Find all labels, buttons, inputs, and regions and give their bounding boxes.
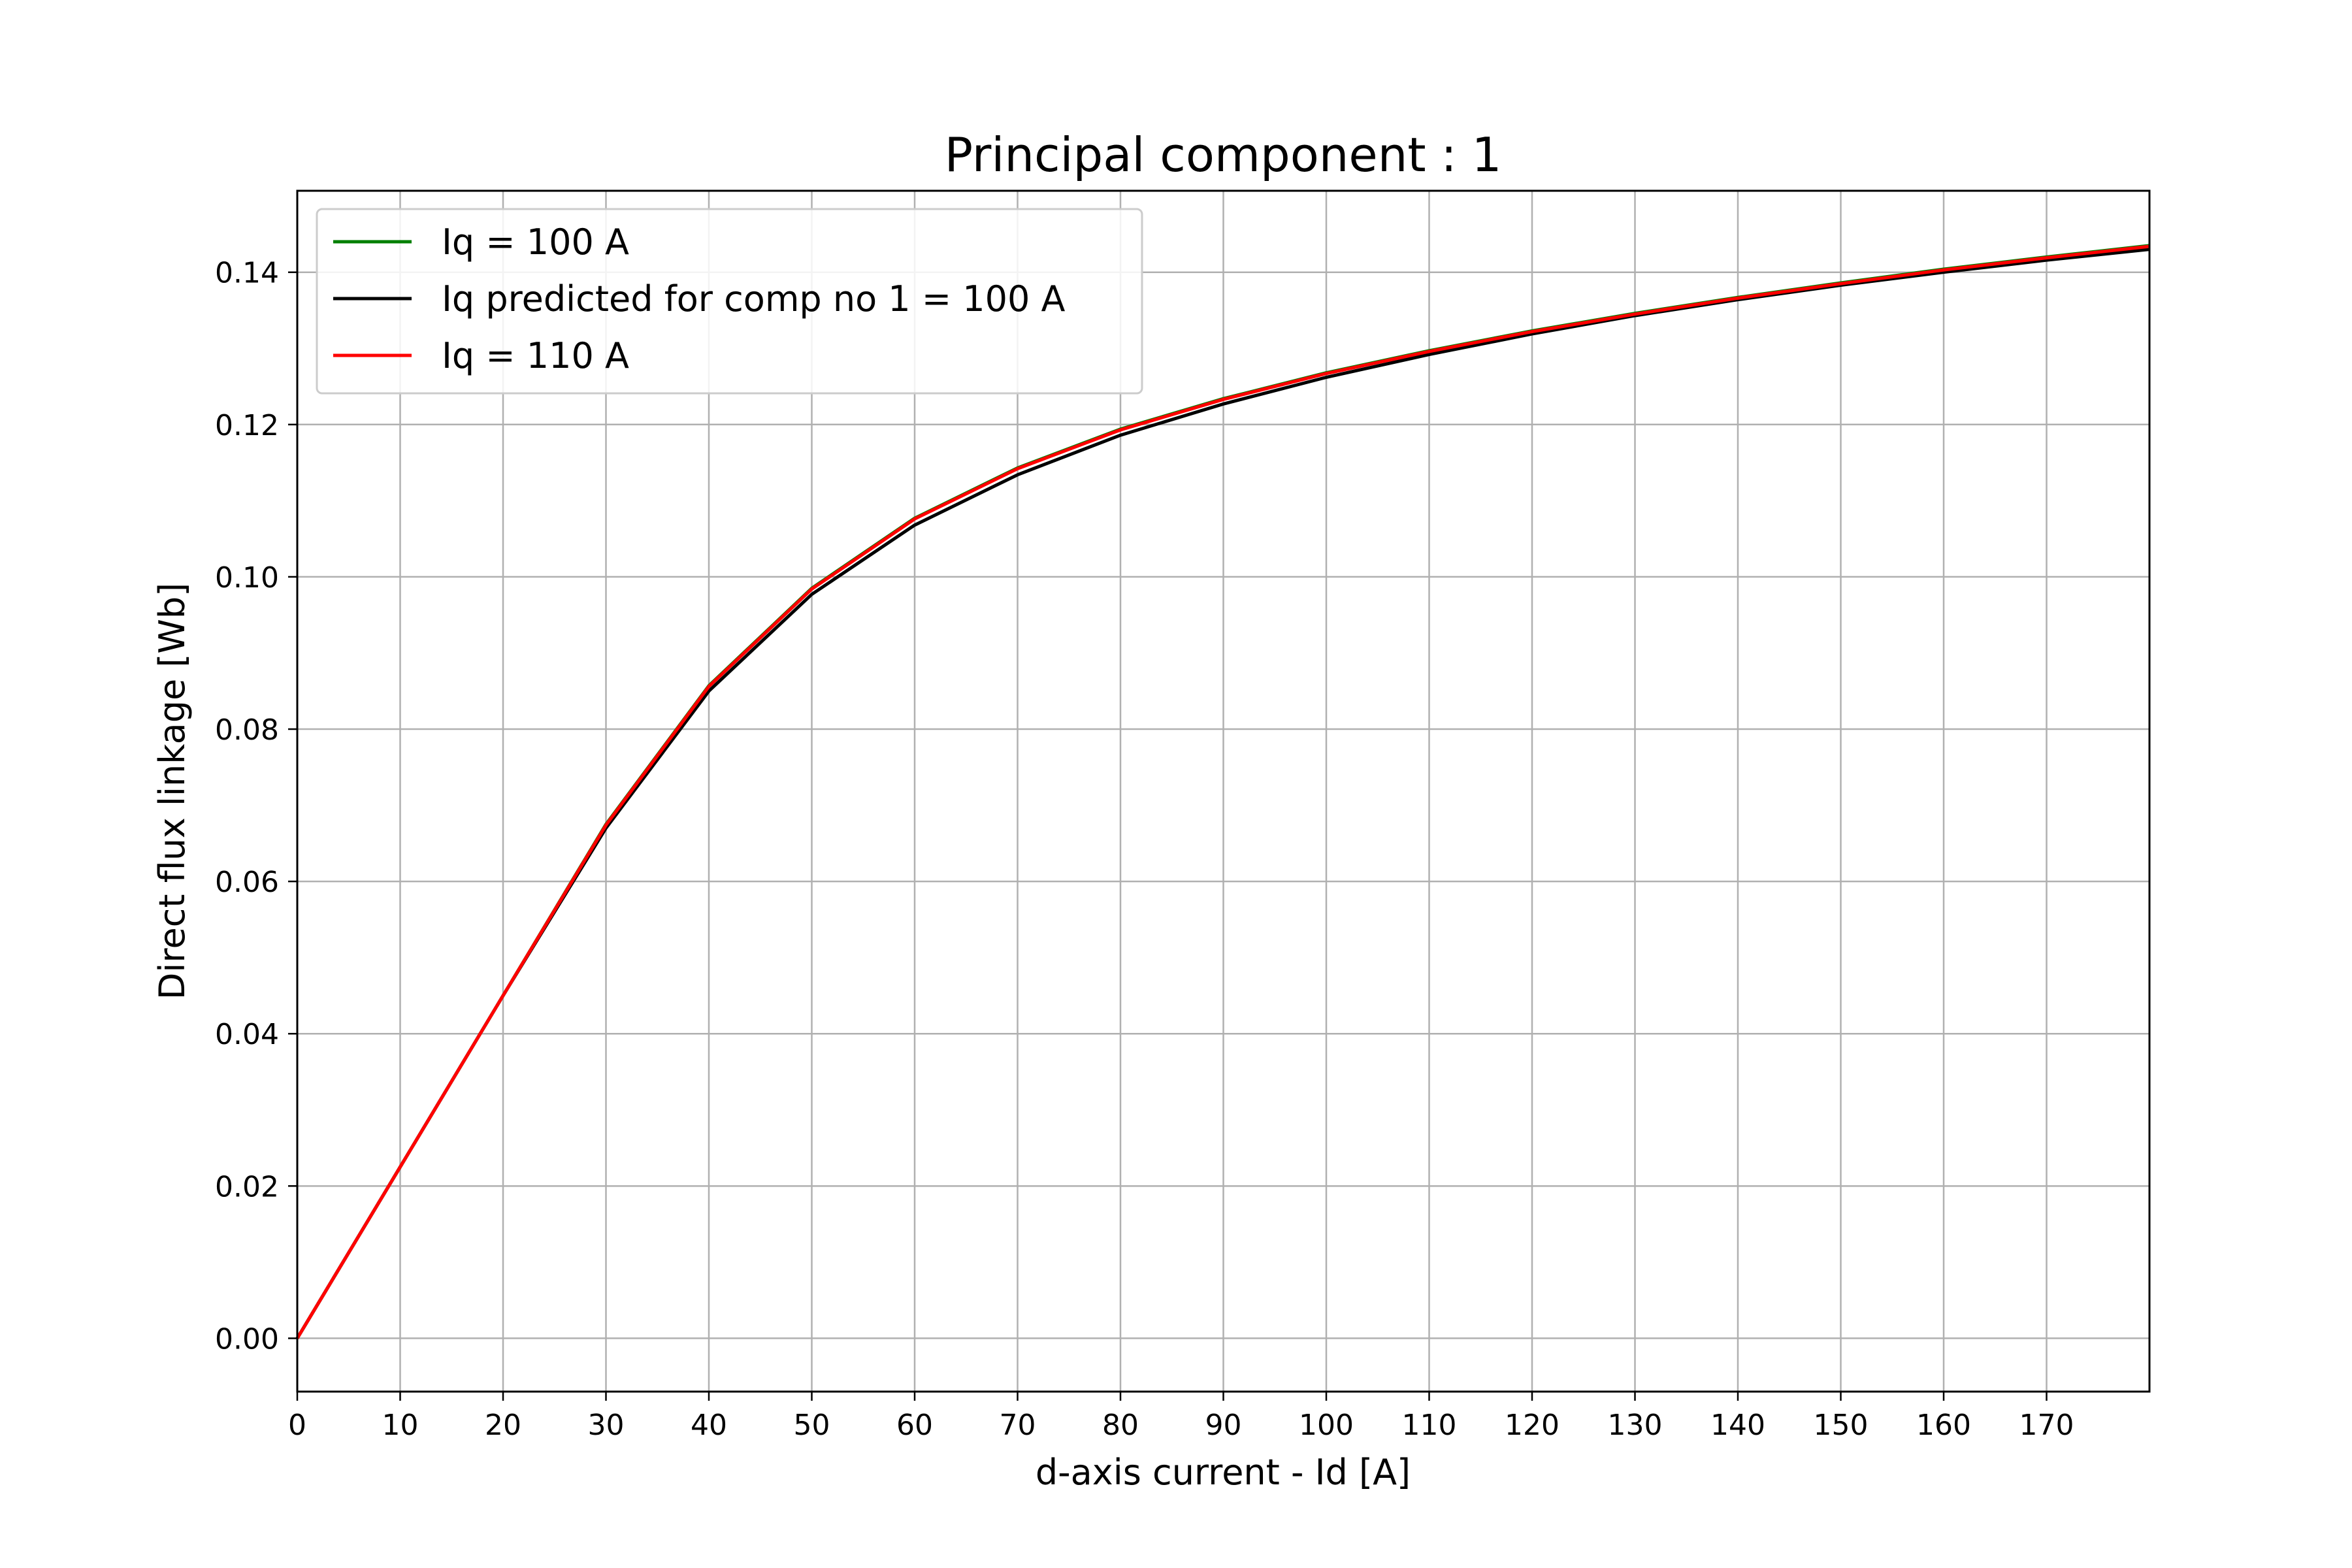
x-tick-label: 40	[691, 1409, 727, 1442]
y-tick-label: 0.02	[215, 1170, 279, 1203]
y-axis-label: Direct flux linkage [Wb]	[152, 583, 193, 1000]
x-tick-label: 110	[1402, 1409, 1457, 1442]
legend: Iq = 100 A Iq predicted for comp no 1 = 1…	[316, 208, 1143, 395]
chart-title: Principal component : 1	[945, 127, 1502, 182]
x-tick-label: 160	[1916, 1409, 1971, 1442]
x-tick-label: 100	[1299, 1409, 1354, 1442]
x-tick-label: 130	[1608, 1409, 1663, 1442]
y-tick-label: 0.10	[215, 561, 279, 595]
x-tick-label: 140	[1710, 1409, 1765, 1442]
x-tick-label: 150	[1814, 1409, 1869, 1442]
x-tick-label: 10	[382, 1409, 419, 1442]
x-axis-label: d-axis current - Id [A]	[1036, 1452, 1411, 1493]
y-tick-label: 0.00	[215, 1322, 279, 1356]
x-tick-label: 80	[1102, 1409, 1139, 1442]
x-tick-label: 70	[1000, 1409, 1036, 1442]
series-layer	[295, 244, 2150, 1339]
y-tick-label: 0.04	[215, 1018, 279, 1051]
x-tick-label: 60	[896, 1409, 933, 1442]
y-tick-label: 0.12	[215, 409, 279, 442]
x-ticks: 0 10 20 30 40 50 60 70 80 90 100 110 120 130 140 150 160…	[288, 1392, 2074, 1442]
x-tick-label: 170	[2019, 1409, 2074, 1442]
legend-label-3: Iq = 110 A	[442, 335, 629, 376]
legend-box	[316, 208, 1143, 395]
x-tick-label: 20	[485, 1409, 521, 1442]
x-tick-label: 0	[288, 1409, 306, 1442]
x-tick-label: 30	[588, 1409, 625, 1442]
y-tick-label: 0.14	[215, 257, 279, 290]
x-tick-label: 120	[1505, 1409, 1560, 1442]
series-line-3	[295, 244, 2150, 1339]
x-tick-label: 90	[1205, 1409, 1242, 1442]
y-tick-label: 0.06	[215, 866, 279, 899]
y-tick-label: 0.08	[215, 713, 279, 747]
legend-label-2: Iq predicted for comp no 1 = 100 A	[442, 278, 1065, 319]
y-ticks: 0.00 0.02 0.04 0.06 0.08 0.10 0.12 0.14	[215, 257, 297, 1356]
x-tick-label: 50	[794, 1409, 830, 1442]
legend-label-1: Iq = 100 A	[442, 221, 629, 263]
